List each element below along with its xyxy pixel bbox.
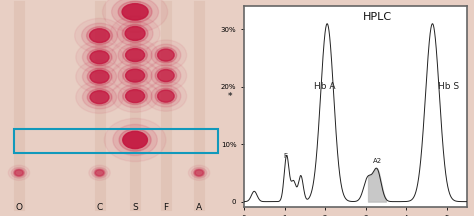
Ellipse shape	[82, 86, 117, 109]
Ellipse shape	[155, 47, 177, 63]
Ellipse shape	[157, 90, 174, 102]
Ellipse shape	[145, 40, 187, 70]
Ellipse shape	[123, 47, 147, 64]
Ellipse shape	[76, 81, 123, 113]
Ellipse shape	[145, 81, 187, 111]
Ellipse shape	[89, 165, 110, 180]
Ellipse shape	[87, 49, 112, 66]
Ellipse shape	[126, 49, 145, 62]
Ellipse shape	[117, 21, 153, 46]
Ellipse shape	[151, 85, 181, 107]
Ellipse shape	[123, 67, 147, 84]
Ellipse shape	[188, 165, 210, 180]
Ellipse shape	[155, 88, 177, 104]
Text: F: F	[283, 152, 287, 159]
Ellipse shape	[151, 65, 181, 86]
Ellipse shape	[74, 18, 124, 53]
Ellipse shape	[9, 165, 29, 180]
Ellipse shape	[113, 124, 157, 156]
Ellipse shape	[15, 170, 23, 176]
Bar	[14, 129, 218, 153]
Ellipse shape	[94, 169, 105, 177]
Ellipse shape	[119, 129, 151, 151]
Ellipse shape	[82, 65, 117, 88]
Ellipse shape	[122, 24, 148, 43]
Ellipse shape	[111, 39, 159, 71]
Ellipse shape	[118, 84, 152, 108]
Ellipse shape	[118, 1, 152, 22]
Text: S: S	[132, 203, 138, 212]
Ellipse shape	[87, 68, 112, 85]
Text: F: F	[164, 203, 168, 212]
Ellipse shape	[11, 167, 27, 178]
Ellipse shape	[92, 167, 107, 178]
Ellipse shape	[123, 88, 147, 105]
Ellipse shape	[122, 4, 148, 20]
Ellipse shape	[157, 70, 174, 82]
Ellipse shape	[102, 0, 168, 32]
Ellipse shape	[90, 29, 109, 43]
Ellipse shape	[110, 16, 160, 51]
Ellipse shape	[90, 91, 109, 104]
Ellipse shape	[111, 59, 159, 92]
Ellipse shape	[118, 64, 152, 87]
Ellipse shape	[87, 27, 112, 45]
Ellipse shape	[193, 169, 205, 177]
Ellipse shape	[82, 46, 117, 69]
Ellipse shape	[82, 23, 118, 48]
Ellipse shape	[157, 49, 174, 61]
Text: Hb S: Hb S	[438, 82, 459, 91]
Ellipse shape	[125, 27, 145, 40]
Ellipse shape	[191, 167, 207, 178]
Ellipse shape	[104, 118, 166, 162]
Ellipse shape	[111, 80, 159, 112]
Ellipse shape	[90, 51, 109, 64]
Ellipse shape	[13, 169, 25, 177]
Ellipse shape	[195, 170, 203, 176]
Text: C: C	[96, 203, 103, 212]
Ellipse shape	[155, 68, 177, 83]
Ellipse shape	[126, 90, 145, 103]
Text: A2: A2	[373, 158, 383, 164]
Text: A: A	[196, 203, 202, 212]
Text: O: O	[16, 203, 22, 212]
Ellipse shape	[123, 131, 147, 149]
Ellipse shape	[87, 89, 112, 106]
Ellipse shape	[145, 60, 187, 91]
Text: Hb A: Hb A	[314, 82, 336, 91]
Ellipse shape	[118, 43, 152, 67]
Ellipse shape	[76, 41, 123, 73]
Ellipse shape	[76, 60, 123, 93]
Ellipse shape	[111, 0, 158, 27]
Ellipse shape	[126, 69, 145, 82]
Text: HPLC: HPLC	[363, 12, 392, 22]
Text: *: *	[228, 92, 232, 101]
Ellipse shape	[95, 170, 104, 176]
Ellipse shape	[90, 70, 109, 83]
Ellipse shape	[151, 44, 181, 66]
